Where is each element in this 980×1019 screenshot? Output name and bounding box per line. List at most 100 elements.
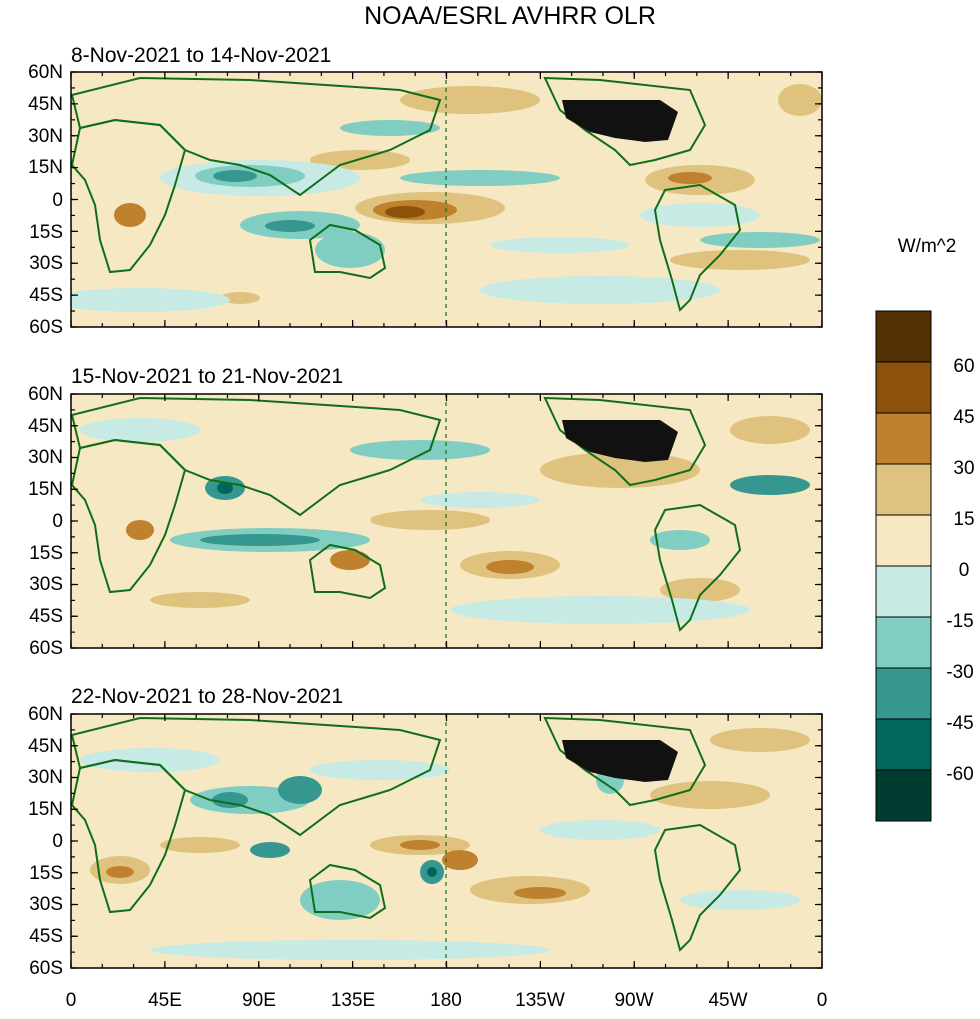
anomaly-blob — [400, 170, 560, 186]
lat-label: 15N — [28, 799, 63, 820]
anomaly-blob — [330, 550, 370, 570]
lon-label: 45W — [708, 990, 747, 1011]
colorbar-tick-label: 0 — [959, 560, 970, 581]
anomaly-blob — [71, 288, 230, 312]
colorbar-tick-label: -60 — [946, 764, 973, 785]
anomaly-blob — [486, 560, 534, 574]
continent-outline — [308, 223, 387, 280]
lon-label: 135E — [331, 990, 375, 1011]
anomaly-blob — [265, 220, 315, 232]
lat-label: 15N — [28, 479, 63, 500]
anomaly-blob — [150, 592, 250, 608]
lat-label: 30N — [28, 767, 63, 788]
colorbar-swatch — [875, 514, 932, 567]
usa-fill — [562, 420, 678, 462]
lat-label: 30S — [29, 574, 63, 595]
anomaly-blob — [660, 578, 740, 602]
colorbar-tick-labels: 60 45 30 15 0 -15 -30 -45 -60 — [946, 356, 974, 785]
anomaly-blob — [217, 482, 233, 494]
lon-label: 0 — [66, 990, 77, 1011]
colorbar-swatch — [875, 565, 932, 618]
lat-label: 30S — [29, 253, 63, 274]
anomaly-blob — [427, 867, 437, 877]
continent-outline — [71, 76, 442, 197]
continent-outline — [308, 863, 387, 920]
colorbar-swatch — [875, 412, 932, 465]
anomaly-blob — [150, 940, 550, 960]
lat-label: 45N — [28, 94, 63, 115]
lat-label: 15S — [29, 543, 63, 564]
anomaly-blob — [385, 206, 425, 218]
lon-label: 90W — [614, 990, 653, 1011]
panel-3-field — [71, 714, 822, 968]
colorbar-swatch — [875, 616, 932, 669]
colorbar-tick-label: 45 — [953, 407, 974, 428]
anomaly-blob — [650, 530, 710, 550]
anomaly-blob — [370, 510, 490, 530]
anomaly-blob — [680, 890, 800, 910]
anomaly-blob — [200, 534, 320, 546]
lat-label: 60S — [29, 638, 63, 659]
lon-label: 45E — [148, 990, 182, 1011]
map-panel-1: 8-Nov-2021 to 14-Nov-2021 — [28, 44, 823, 338]
anomaly-blob — [80, 748, 220, 772]
colorbar-tick-label: 15 — [953, 509, 974, 530]
anomaly-blob — [778, 84, 822, 116]
colorbar-swatch — [875, 361, 932, 414]
anomaly-blob — [442, 850, 478, 870]
panel-3-ticks — [70, 713, 823, 969]
lat-label: 30S — [29, 894, 63, 915]
lat-label: 0 — [52, 190, 63, 211]
lat-label: 45S — [29, 285, 63, 306]
lat-label: 60S — [29, 317, 63, 338]
colorbar-tick-label: 60 — [953, 356, 974, 377]
colorbar-swatch — [875, 718, 932, 771]
anomaly-blob — [80, 418, 200, 442]
lat-label: 60S — [29, 958, 63, 979]
colorbar-units: W/m^2 — [898, 236, 957, 257]
panel-1-field — [71, 72, 822, 327]
lat-label: 15S — [29, 863, 63, 884]
lon-label: 135W — [515, 990, 565, 1011]
anomaly-blob — [650, 781, 770, 809]
anomaly-blob — [700, 232, 820, 248]
anomaly-blob — [315, 232, 385, 268]
map-panel-2: 15-Nov-2021 to 21-Nov-2021 — [28, 365, 823, 659]
panel-1-ticks — [70, 71, 823, 328]
anomaly-blob — [730, 475, 810, 495]
anomaly-blob — [400, 840, 440, 850]
continent-outline — [653, 183, 742, 312]
anomaly-blob — [450, 596, 750, 624]
lat-label: 60N — [28, 384, 63, 405]
usa-fill — [562, 740, 678, 782]
anomaly-blob — [710, 728, 810, 752]
anomaly-blob — [514, 887, 566, 899]
anomaly-blob — [350, 440, 490, 460]
lat-label: 45S — [29, 926, 63, 947]
usa-fill — [562, 100, 678, 142]
panel-2-ticks — [70, 393, 823, 649]
lat-label: 45N — [28, 416, 63, 437]
continent-outline — [308, 543, 387, 600]
lon-labels: 0 45E 90E 135E 180 135W 90W 45W 0 — [66, 990, 828, 1011]
colorbar-swatch — [875, 310, 932, 363]
anomaly-blob — [300, 880, 380, 920]
anomaly-blob — [490, 237, 630, 253]
panel-2-date-range: 15-Nov-2021 to 21-Nov-2021 — [71, 365, 343, 388]
lat-label: 0 — [52, 831, 63, 852]
anomaly-blob — [250, 842, 290, 858]
anomaly-blob — [114, 203, 146, 227]
colorbar-swatches — [875, 310, 932, 822]
lat-label: 60N — [28, 62, 63, 83]
figure-title: NOAA/ESRL AVHRR OLR — [364, 2, 656, 30]
anomaly-blob — [540, 820, 660, 840]
anomaly-blob — [160, 837, 240, 853]
continent-outline — [653, 823, 742, 952]
lon-label: 90E — [242, 990, 276, 1011]
panel-2-lat-labels: 60N 45N 30N 15N 0 15S 30S 45S 60S — [28, 384, 63, 659]
colorbar: W/m^2 60 45 30 15 0 -15 -30 -45 -60 — [875, 236, 975, 822]
continent-outline — [71, 716, 442, 837]
colorbar-tick-label: -15 — [946, 611, 973, 632]
colorbar-swatch — [875, 667, 932, 720]
